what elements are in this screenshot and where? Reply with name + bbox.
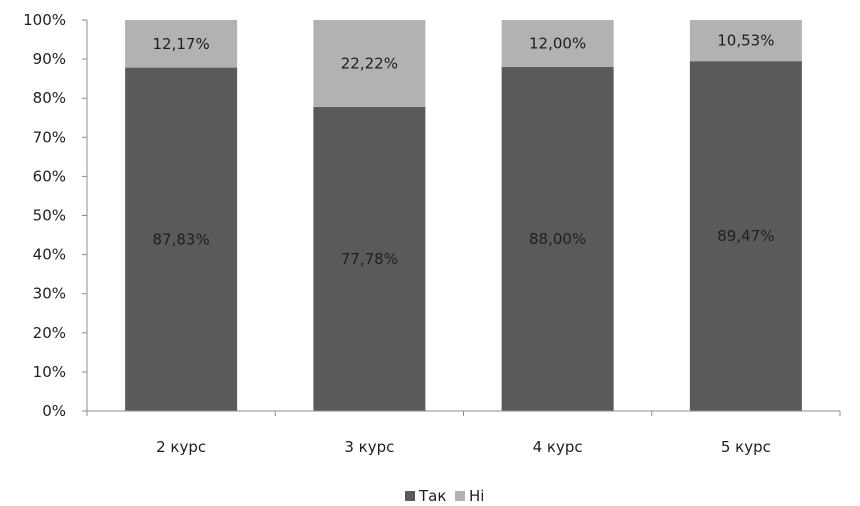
category-label: 2 курс bbox=[156, 438, 206, 456]
y-tick-label: 100% bbox=[23, 11, 66, 29]
category-label: 4 курс bbox=[533, 438, 583, 456]
bar-ni-4-kurs bbox=[501, 20, 614, 67]
y-axis: 0% 10% 20% 30% 40% 50% 60% 70% 80% 90% 100% bbox=[23, 11, 88, 420]
legend: Так Ні bbox=[405, 487, 484, 505]
y-tick-label: 20% bbox=[33, 324, 66, 342]
category-label: 5 курс bbox=[721, 438, 771, 456]
y-tick-label: 70% bbox=[33, 128, 66, 146]
bars: 87,83% 12,17% 77,78% 22,22% 88,00% 12,00% 89,4… bbox=[125, 20, 802, 412]
data-label: 10,53% bbox=[717, 32, 774, 50]
y-tick-label: 0% bbox=[42, 402, 66, 420]
data-label: 12,00% bbox=[529, 34, 586, 52]
data-label: 89,47% bbox=[717, 227, 774, 245]
y-tick-label: 50% bbox=[33, 207, 66, 225]
x-axis: 2 курс 3 курс 4 курс 5 курс bbox=[86, 410, 841, 456]
data-label: 87,83% bbox=[153, 230, 210, 248]
data-label: 22,22% bbox=[341, 54, 398, 72]
bar-tak-2-kurs bbox=[125, 67, 238, 411]
data-label: 12,17% bbox=[153, 35, 210, 53]
bar-ni-2-kurs bbox=[125, 20, 238, 68]
legend-swatch-tak bbox=[405, 491, 415, 501]
y-tick-label: 60% bbox=[33, 167, 66, 185]
legend-swatch-ni bbox=[455, 491, 465, 501]
bar-tak-4-kurs bbox=[501, 66, 614, 412]
bar-tak-5-kurs bbox=[689, 61, 802, 411]
category-label: 3 курс bbox=[344, 438, 394, 456]
bar-tak-3-kurs bbox=[313, 106, 426, 412]
data-label: 77,78% bbox=[341, 250, 398, 268]
y-tick-label: 80% bbox=[33, 89, 66, 107]
y-tick-label: 10% bbox=[33, 363, 66, 381]
legend-label-ni: Ні bbox=[469, 487, 484, 505]
bar-ni-5-kurs bbox=[689, 20, 802, 62]
y-tick-label: 90% bbox=[33, 50, 66, 68]
legend-label-tak: Так bbox=[418, 487, 446, 505]
bar-ni-3-kurs bbox=[313, 20, 426, 107]
y-tick-label: 30% bbox=[33, 285, 66, 303]
y-tick-label: 40% bbox=[33, 246, 66, 264]
data-label: 88,00% bbox=[529, 230, 586, 248]
